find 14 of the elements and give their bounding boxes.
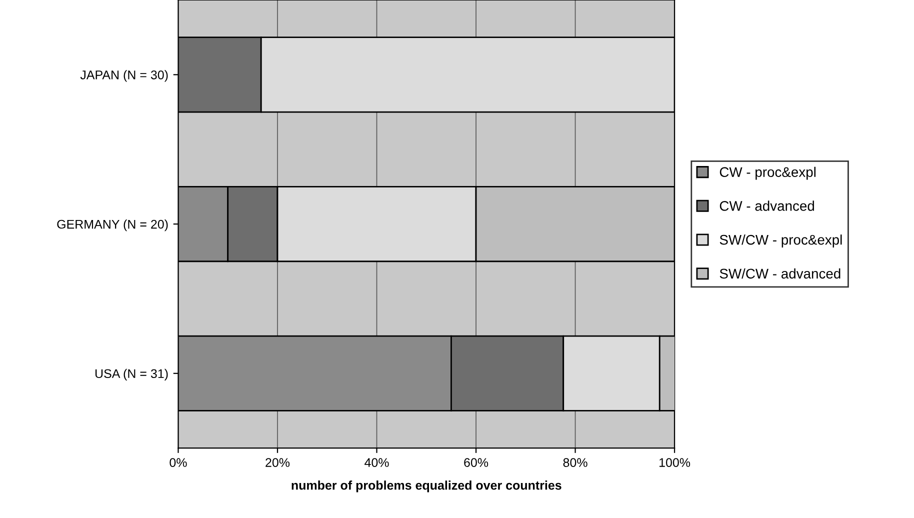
x-axis-title: number of problems equalized over countries	[292, 480, 562, 492]
x-tick-label: 20%	[266, 458, 290, 467]
y-tick-label: USA (N = 31)	[95, 368, 168, 381]
y-tick-label: GERMANY (N = 20)	[57, 220, 168, 232]
legend-label: SW/CW - proc&expl	[720, 234, 842, 248]
x-tick-label: 60%	[464, 458, 488, 467]
x-tick-label: 100%	[660, 458, 690, 467]
x-tick-label: 40%	[364, 458, 389, 467]
x-tick-label: 0%	[170, 458, 187, 467]
legend-label: SW/CW - advanced	[720, 268, 840, 279]
y-tick-label: JAPAN (N = 30)	[80, 70, 168, 82]
legend-label: CW - advanced	[720, 200, 814, 211]
legend-label: CW - proc&expl	[720, 166, 816, 180]
x-tick-label: 80%	[563, 458, 588, 467]
